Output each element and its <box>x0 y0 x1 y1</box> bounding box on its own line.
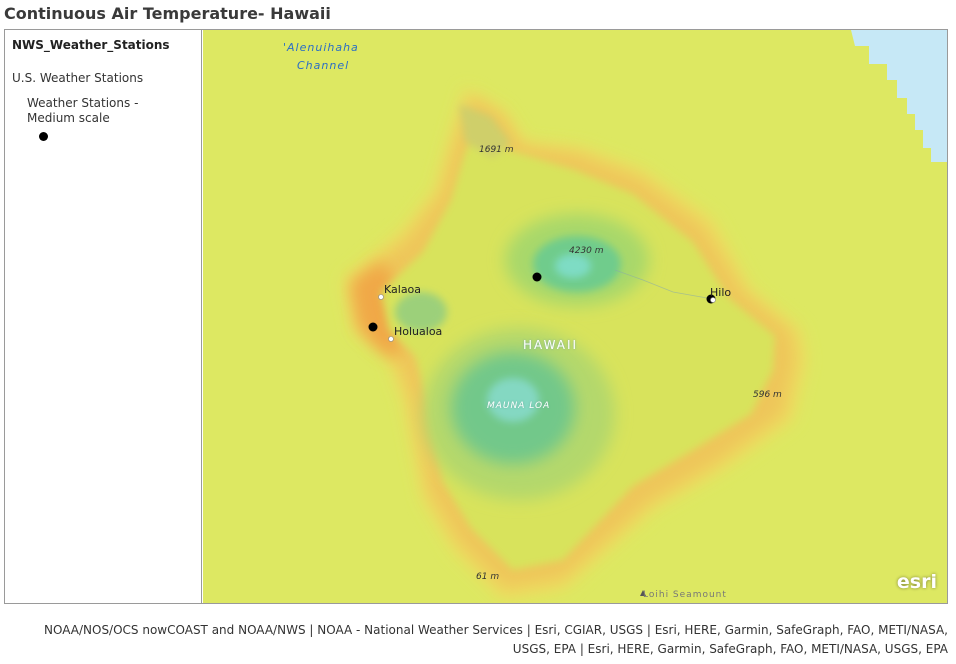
channel-label-line1: 'Alenuihaha <box>283 41 359 54</box>
elevation-label-1691: 1691 m <box>479 145 514 155</box>
legend-item-label: Weather Stations - Medium scale <box>27 96 139 125</box>
place-label-holualoa: Holualoa <box>394 325 443 338</box>
legend-group-name: U.S. Weather Stations <box>12 71 144 85</box>
weather-station-legend-icon <box>39 132 48 141</box>
temperature-raster <box>203 30 947 603</box>
map-canvas[interactable]: 'Alenuihaha Channel 1691 m 4230 m Kalaoa… <box>203 30 947 603</box>
ocean-area <box>851 30 947 162</box>
elevation-label-61: 61 m <box>476 572 500 582</box>
channel-label-line2: Channel <box>297 59 350 72</box>
mountain-label-mauna-loa: MAUNA LOA <box>487 401 551 411</box>
legend-panel: NWS_Weather_Stations U.S. Weather Statio… <box>5 30 202 603</box>
map-attribution: NOAA/NOS/OCS nowCOAST and NOAA/NWS | NOA… <box>8 621 948 659</box>
attribution-line-2: USGS, EPA | Esri, HERE, Garmin, SafeGrap… <box>512 642 948 656</box>
weather-station-mauna-kea <box>532 272 542 282</box>
hilo-place-dot <box>710 297 716 303</box>
weather-station-kona <box>368 322 378 332</box>
holualoa-place-dot <box>388 336 394 342</box>
page-title: Continuous Air Temperature- Hawaii <box>4 4 331 23</box>
place-label-hilo: Hilo <box>710 286 732 299</box>
legend-layer-name: NWS_Weather_Stations <box>12 38 170 52</box>
region-label-hawaii: HAWAII <box>523 338 579 352</box>
seamount-label-loihi: Loihi Seamount <box>643 590 727 600</box>
map-viewer: NWS_Weather_Stations U.S. Weather Statio… <box>4 29 948 604</box>
loihi-marker-icon <box>640 590 646 596</box>
esri-logo[interactable]: esri <box>896 571 937 593</box>
elevation-label-4230: 4230 m <box>569 246 604 256</box>
place-label-kalaoa: Kalaoa <box>384 283 422 296</box>
attribution-line-1: NOAA/NOS/OCS nowCOAST and NOAA/NWS | NOA… <box>44 623 948 637</box>
kalaoa-place-dot <box>378 294 384 300</box>
elevation-label-596: 596 m <box>753 390 782 400</box>
